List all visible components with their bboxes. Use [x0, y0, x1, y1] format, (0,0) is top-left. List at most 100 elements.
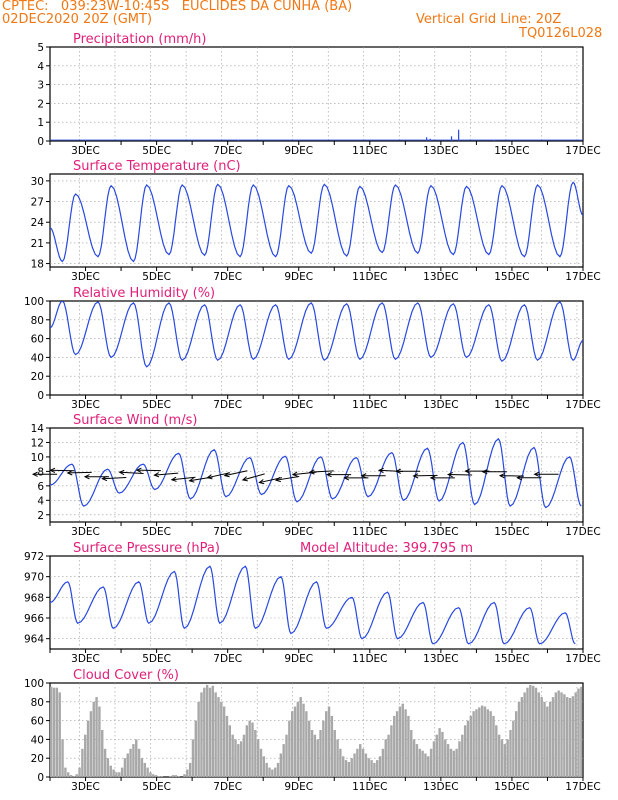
- cloud-bar: [438, 728, 441, 777]
- cloud-bar: [118, 772, 121, 777]
- wind-vector-head: [343, 475, 350, 481]
- cloud-bar: [259, 748, 263, 777]
- y-tick-label: 80: [31, 315, 44, 327]
- cloud-bar: [152, 774, 155, 777]
- cloud-bar: [316, 739, 319, 777]
- cloud-bar: [225, 715, 229, 777]
- cloud-bar: [78, 767, 81, 777]
- wind-vector-head: [377, 467, 384, 474]
- wind-vector-head: [118, 469, 125, 476]
- rh-series-line: [50, 301, 583, 368]
- cloud-bar: [390, 725, 393, 777]
- cloud-bar: [188, 762, 192, 777]
- header-model-code: TQ0126L028: [519, 26, 603, 41]
- cloud-bar: [412, 739, 416, 777]
- x-tick-label: 9DEC: [284, 526, 313, 538]
- cloud-bar: [129, 748, 132, 777]
- cloud-bar: [393, 715, 396, 777]
- y-tick-label: 1: [37, 117, 44, 129]
- cloud-bar: [526, 687, 529, 777]
- y-tick-label: 2: [37, 98, 44, 110]
- cloud-bar: [239, 741, 243, 777]
- x-tick-label: 5DEC: [142, 399, 171, 411]
- wind-vector: [136, 469, 161, 472]
- cloud-bar: [551, 697, 555, 777]
- cloud-bar: [342, 756, 345, 777]
- wind-vector-head: [447, 472, 453, 478]
- y-tick-label: 0: [37, 772, 44, 784]
- cloud-bar: [560, 692, 563, 777]
- wind-vector-head: [101, 475, 108, 482]
- wind-vector-head: [516, 475, 523, 481]
- wind-vector-head: [395, 468, 401, 474]
- cloud-bar: [149, 772, 152, 777]
- x-tick-label: 3DEC: [71, 526, 100, 538]
- wind-vector-head: [325, 472, 332, 478]
- cloud-bar: [109, 765, 112, 777]
- wind-vector-head: [135, 467, 142, 473]
- x-tick-label: 15DEC: [494, 526, 529, 538]
- y-tick-label: 4: [37, 495, 44, 507]
- panel-pres: 964 966 968 970 972 3DEC 5DEC 7DEC 9DEC 11DEC 13DE…: [24, 541, 601, 665]
- panel-frame: [49, 46, 584, 142]
- cloud-bar: [427, 756, 430, 777]
- wind-vector-head: [66, 470, 73, 476]
- cloud-bar: [395, 711, 399, 777]
- y-tick-label: 6: [37, 481, 44, 493]
- cloud-bar: [132, 744, 135, 777]
- cloud-bar: [120, 767, 124, 777]
- y-tick-label: 14: [31, 423, 45, 435]
- cloud-bar: [177, 776, 180, 777]
- cloud-bar: [325, 711, 328, 777]
- cloud-bar: [237, 744, 240, 777]
- cloud-bar: [115, 772, 118, 777]
- cloud-bar: [492, 715, 495, 777]
- panel-frame: [49, 555, 584, 650]
- wind-series-line: [50, 437, 582, 509]
- x-tick-label: 13DEC: [423, 399, 458, 411]
- cloud-bar: [509, 730, 512, 777]
- panel-title: Relative Humidity (%): [73, 286, 215, 301]
- cloud-bar: [183, 774, 186, 777]
- y-tick-label: 3: [37, 80, 44, 92]
- wind-vector: [171, 476, 196, 481]
- x-tick-label: 9DEC: [284, 653, 313, 665]
- x-tick-label: 9DEC: [284, 145, 313, 157]
- cloud-bar: [387, 734, 390, 777]
- cloud-bar: [424, 753, 427, 777]
- cloud-bar: [461, 734, 464, 777]
- y-tick-label: 12: [31, 437, 44, 449]
- y-tick-label: 100: [24, 678, 44, 690]
- cloud-bar: [359, 744, 362, 777]
- cloud-bar: [106, 758, 110, 777]
- cloud-bar: [529, 684, 532, 777]
- x-tick-label: 5DEC: [142, 526, 171, 538]
- cloud-bar: [568, 698, 572, 777]
- cloud-bar: [356, 748, 359, 777]
- y-tick-label: 100: [24, 296, 44, 308]
- cloud-bar: [75, 774, 78, 777]
- wind-vector-head: [153, 472, 160, 478]
- y-tick-label: 24: [31, 217, 45, 229]
- cloud-bar: [571, 696, 575, 777]
- cloud-bar: [271, 769, 274, 777]
- cloud-bar: [67, 772, 70, 777]
- cloud-bar: [288, 720, 291, 777]
- x-tick-label: 11DEC: [352, 399, 387, 411]
- x-tick-label: 15DEC: [494, 653, 529, 665]
- cloud-bar: [279, 753, 283, 777]
- cloud-bar: [480, 705, 484, 777]
- cloud-bar: [478, 707, 481, 777]
- cloud-bar: [333, 730, 336, 777]
- cloud-bar: [543, 701, 546, 777]
- panel-frame: [49, 173, 584, 268]
- cloud-bar: [242, 734, 246, 777]
- cloud-bar: [554, 692, 558, 777]
- cloud-bar: [563, 694, 566, 777]
- cloud-bar: [415, 744, 419, 777]
- cloud-bar: [299, 697, 302, 777]
- cloud-bar: [330, 715, 334, 777]
- cloud-bar: [353, 753, 356, 777]
